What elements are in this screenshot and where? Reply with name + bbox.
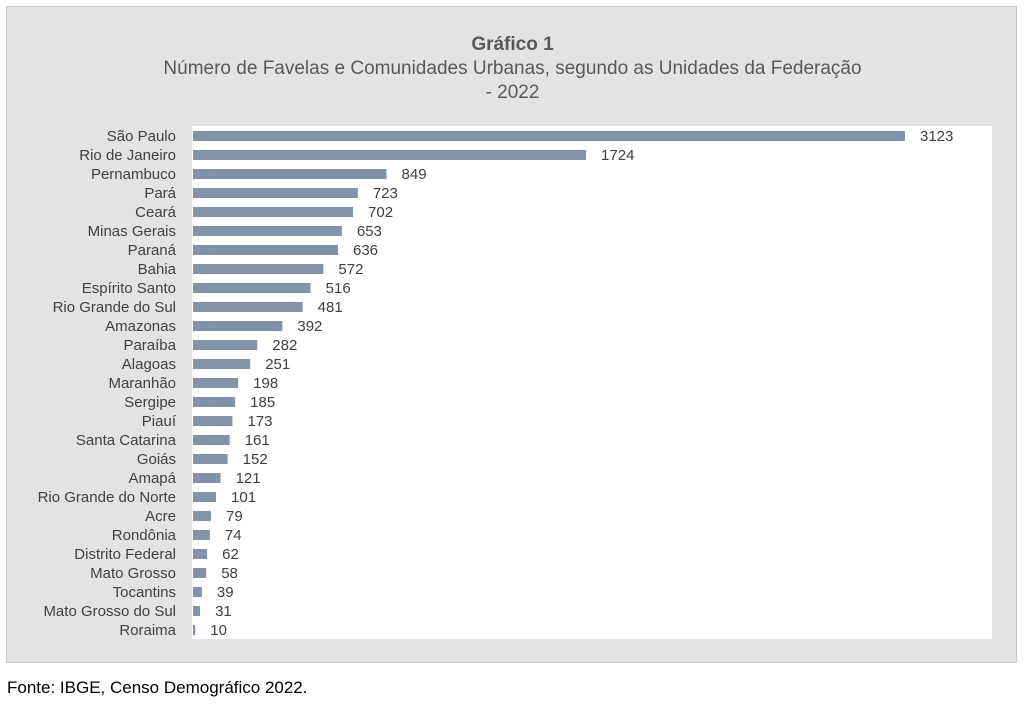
category-label: Mato Grosso [90, 565, 176, 582]
category-label: São Paulo [107, 128, 176, 145]
category-label: Sergipe [124, 394, 176, 411]
category-label: Paraná [128, 242, 177, 259]
bar-chart: São Paulo 3123 Rio de Janeiro 1724 Pernambuc… [38, 126, 992, 639]
bar [193, 188, 358, 198]
data-label: 152 [243, 451, 268, 468]
bar [193, 511, 212, 521]
bar [193, 340, 258, 350]
category-label: Minas Gerais [88, 223, 176, 240]
chart-subtitle-line1: Número de Favelas e Comunidades Urbanas,… [163, 58, 862, 79]
chart-subtitle-line2: - 2022 [485, 82, 540, 103]
category-label: Tocantins [113, 584, 176, 601]
bar [193, 587, 202, 597]
chart-frame: Gráfico 1 Número de Favelas e Comunidade… [6, 6, 1017, 663]
bar [193, 169, 387, 179]
bar [193, 321, 283, 331]
category-label: Alagoas [122, 356, 176, 373]
bar [193, 416, 233, 426]
data-label: 653 [357, 223, 382, 240]
data-label: 1724 [601, 147, 634, 164]
data-label: 516 [326, 280, 351, 297]
data-label: 161 [245, 432, 270, 449]
category-label: Acre [145, 508, 176, 525]
bar [193, 264, 324, 274]
data-label: 636 [353, 242, 378, 259]
category-label: Espírito Santo [82, 280, 176, 297]
bar [193, 625, 196, 635]
data-label: 10 [210, 622, 227, 639]
chart-title: Gráfico 1 [471, 34, 554, 55]
data-label: 282 [272, 337, 297, 354]
data-label: 79 [226, 508, 243, 525]
category-label: Ceará [135, 204, 177, 221]
bar [193, 302, 303, 312]
category-label: Rondônia [112, 527, 177, 544]
plot-area [192, 126, 992, 639]
category-label: Rio Grande do Sul [53, 299, 176, 316]
category-label: Rio de Janeiro [79, 147, 176, 164]
data-label: 31 [215, 603, 232, 620]
bar [193, 283, 311, 293]
data-label: 62 [222, 546, 239, 563]
category-label: Distrito Federal [74, 546, 176, 563]
data-label: 3123 [920, 128, 953, 145]
category-label: Goiás [137, 451, 176, 468]
bar [193, 378, 239, 388]
bar [193, 397, 236, 407]
category-label: Paraíba [123, 337, 176, 354]
data-label: 392 [297, 318, 322, 335]
data-label: 101 [231, 489, 256, 506]
category-label: Pará [144, 185, 176, 202]
data-label: 121 [236, 470, 261, 487]
data-label: 74 [225, 527, 242, 544]
category-label: Santa Catarina [76, 432, 177, 449]
data-label: 39 [217, 584, 234, 601]
bar [193, 150, 587, 160]
bar [193, 549, 208, 559]
data-label: 251 [265, 356, 290, 373]
data-label: 723 [373, 185, 398, 202]
bar [193, 245, 338, 255]
category-label: Rio Grande do Norte [38, 489, 176, 506]
bar [193, 226, 342, 236]
data-label: 849 [402, 166, 427, 183]
bar [193, 454, 228, 464]
category-label: Mato Grosso do Sul [43, 603, 176, 620]
category-label: Piauí [142, 413, 177, 430]
bar [193, 530, 210, 540]
bar [193, 207, 354, 217]
bar [193, 606, 201, 616]
category-label: Bahia [138, 261, 177, 278]
category-label: Pernambuco [91, 166, 176, 183]
data-label: 58 [221, 565, 238, 582]
data-label: 185 [250, 394, 275, 411]
bar [193, 473, 221, 483]
bar [193, 492, 217, 502]
category-label: Roraima [119, 622, 176, 639]
category-label: Amapá [128, 470, 176, 487]
category-label: Amazonas [105, 318, 176, 335]
bar [193, 435, 230, 445]
data-label: 481 [318, 299, 343, 316]
bar [193, 131, 905, 141]
data-label: 572 [338, 261, 363, 278]
source-note: Fonte: IBGE, Censo Demográfico 2022. [7, 678, 308, 697]
category-label: Maranhão [108, 375, 176, 392]
data-label: 173 [247, 413, 272, 430]
bar [193, 359, 251, 369]
bar [193, 568, 207, 578]
data-label: 702 [368, 204, 393, 221]
data-label: 198 [253, 375, 278, 392]
